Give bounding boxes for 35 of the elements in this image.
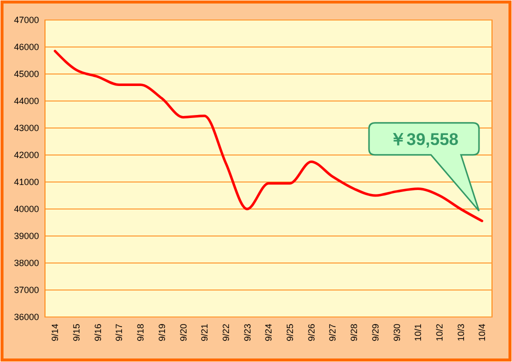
y-tick-label: 40000: [14, 204, 39, 214]
x-tick-label: 9/29: [370, 324, 380, 342]
x-tick-label: 9/19: [156, 324, 167, 342]
y-tick-label: 45000: [14, 68, 39, 79]
x-tick-label: 9/23: [242, 324, 252, 342]
x-tick-label: 9/18: [136, 324, 146, 342]
y-tick-label: 39000: [14, 230, 39, 241]
x-tick-label: 9/17: [114, 324, 124, 342]
x-tick-label: 10/1: [413, 324, 424, 342]
x-tick-label: 9/16: [92, 324, 103, 342]
x-tick-label: 10/4: [477, 324, 488, 342]
y-tick-label: 46000: [14, 42, 39, 52]
annotation: ￥39,558: [390, 130, 458, 149]
y-tick-label: 44000: [14, 96, 39, 106]
x-tick-label: 9/20: [178, 324, 188, 342]
x-tick-label: 9/14: [50, 324, 60, 342]
x-tick-label: 9/25: [285, 324, 295, 342]
y-tick-label: 36000: [14, 312, 39, 322]
x-tick-label: 10/3: [456, 324, 466, 342]
x-tick-label: 9/28: [349, 324, 360, 342]
x-tick-label: 9/30: [392, 324, 402, 342]
y-tick-label: 41000: [14, 176, 39, 187]
y-tick-label: 43000: [14, 122, 39, 133]
x-tick-label: 9/21: [200, 324, 210, 342]
line-series: [54, 50, 484, 222]
x-tick-label: 9/26: [306, 324, 316, 342]
x-tick-label: 9/15: [72, 324, 82, 342]
y-tick-label: 47000: [14, 14, 39, 25]
y-tick-label: 37000: [14, 284, 39, 295]
y-tick-label: 38000: [14, 258, 39, 268]
x-tick-label: 9/22: [220, 324, 231, 342]
x-tick-label: 9/24: [264, 324, 274, 342]
x-tick-label: 9/27: [328, 324, 338, 342]
x-tick-label: 10/2: [434, 324, 444, 342]
y-tick-label: 42000: [14, 150, 39, 160]
